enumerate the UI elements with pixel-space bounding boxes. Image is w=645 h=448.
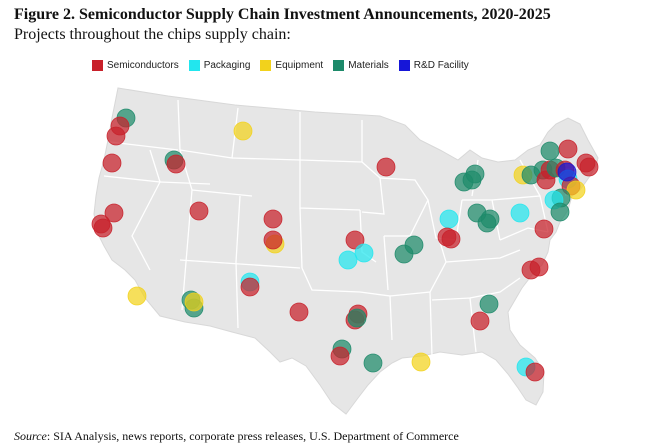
legend-swatch: [260, 60, 272, 71]
materials-project-marker: [480, 209, 500, 229]
semiconductors-project-marker: [263, 230, 283, 250]
legend-label: Equipment: [275, 60, 324, 71]
semiconductors-project-marker: [470, 311, 490, 331]
legend-swatch: [188, 60, 200, 71]
semiconductors-project-marker: [263, 209, 283, 229]
legend-swatch: [398, 60, 410, 71]
semiconductors-project-marker: [166, 154, 186, 174]
semiconductors-project-marker: [441, 229, 461, 249]
legend-item-equipment: Equipment: [260, 60, 323, 71]
materials-project-marker: [347, 308, 367, 328]
equipment-project-marker: [411, 352, 431, 372]
legend: Semiconductors Packaging Equipment Mater…: [92, 60, 479, 71]
semiconductors-project-marker: [525, 362, 545, 382]
legend-label: Semiconductors: [107, 60, 179, 71]
source-label: Source: [14, 429, 47, 443]
semiconductors-project-marker: [330, 346, 350, 366]
legend-item-rd-facility: R&D Facility: [398, 60, 469, 71]
materials-project-marker: [479, 294, 499, 314]
legend-label: Materials: [348, 60, 389, 71]
equipment-project-marker: [184, 292, 204, 312]
semiconductors-project-marker: [534, 219, 554, 239]
semiconductors-project-marker: [102, 153, 122, 173]
r-d-facility-project-marker: [557, 162, 577, 182]
semiconductors-project-marker: [189, 201, 209, 221]
legend-label: Packaging: [203, 60, 251, 71]
semiconductors-project-marker: [93, 218, 113, 238]
legend-item-materials: Materials: [333, 60, 389, 71]
semiconductors-project-marker: [104, 203, 124, 223]
source-text: : SIA Analysis, news reports, corporate …: [46, 429, 459, 443]
figure-title: Figure 2. Semiconductor Supply Chain Inv…: [14, 6, 551, 23]
semiconductors-project-marker: [289, 302, 309, 322]
legend-item-packaging: Packaging: [188, 60, 251, 71]
packaging-project-marker: [354, 243, 374, 263]
semiconductors-project-marker: [240, 277, 260, 297]
equipment-project-marker: [127, 286, 147, 306]
semiconductors-project-marker: [576, 153, 596, 173]
packaging-project-marker: [510, 203, 530, 223]
semiconductors-project-marker: [345, 230, 365, 250]
equipment-project-marker: [233, 121, 253, 141]
legend-label: R&D Facility: [413, 60, 469, 71]
materials-project-marker: [394, 244, 414, 264]
source-note: Source: SIA Analysis, news reports, corp…: [14, 429, 459, 444]
legend-swatch: [92, 60, 103, 71]
project-markers: [91, 108, 599, 382]
semiconductors-project-marker: [529, 257, 549, 277]
figure-subtitle: Projects throughout the chips supply cha…: [14, 26, 291, 43]
semiconductors-project-marker: [558, 139, 578, 159]
packaging-project-marker: [338, 250, 358, 270]
semiconductors-project-marker: [376, 157, 396, 177]
semiconductors-project-marker: [106, 126, 126, 146]
legend-item-semiconductors: Semiconductors: [92, 60, 179, 71]
materials-project-marker: [465, 164, 485, 184]
materials-project-marker: [540, 141, 560, 161]
equipment-project-marker: [566, 180, 586, 200]
materials-project-marker: [550, 202, 570, 222]
materials-project-marker: [363, 353, 383, 373]
packaging-project-marker: [439, 209, 459, 229]
legend-swatch: [333, 60, 345, 71]
